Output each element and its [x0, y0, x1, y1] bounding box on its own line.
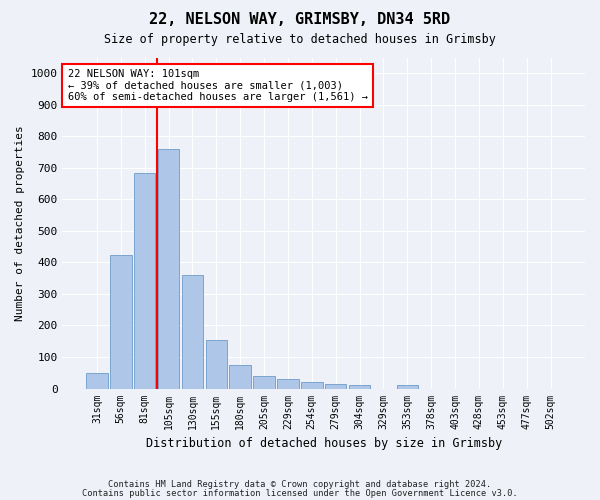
Bar — [86, 373, 107, 388]
X-axis label: Distribution of detached houses by size in Grimsby: Distribution of detached houses by size … — [146, 437, 502, 450]
Bar — [206, 340, 227, 388]
Bar — [349, 386, 370, 388]
Bar — [253, 376, 275, 388]
Bar — [229, 365, 251, 388]
Bar — [277, 379, 299, 388]
Bar — [301, 382, 323, 388]
Bar — [397, 386, 418, 388]
Text: 22 NELSON WAY: 101sqm
← 39% of detached houses are smaller (1,003)
60% of semi-d: 22 NELSON WAY: 101sqm ← 39% of detached … — [68, 69, 368, 102]
Text: Size of property relative to detached houses in Grimsby: Size of property relative to detached ho… — [104, 32, 496, 46]
Text: Contains public sector information licensed under the Open Government Licence v3: Contains public sector information licen… — [82, 489, 518, 498]
Bar — [325, 384, 346, 388]
Y-axis label: Number of detached properties: Number of detached properties — [15, 125, 25, 321]
Text: 22, NELSON WAY, GRIMSBY, DN34 5RD: 22, NELSON WAY, GRIMSBY, DN34 5RD — [149, 12, 451, 28]
Bar — [134, 172, 155, 388]
Bar — [110, 254, 131, 388]
Text: Contains HM Land Registry data © Crown copyright and database right 2024.: Contains HM Land Registry data © Crown c… — [109, 480, 491, 489]
Bar — [158, 149, 179, 388]
Bar — [182, 275, 203, 388]
